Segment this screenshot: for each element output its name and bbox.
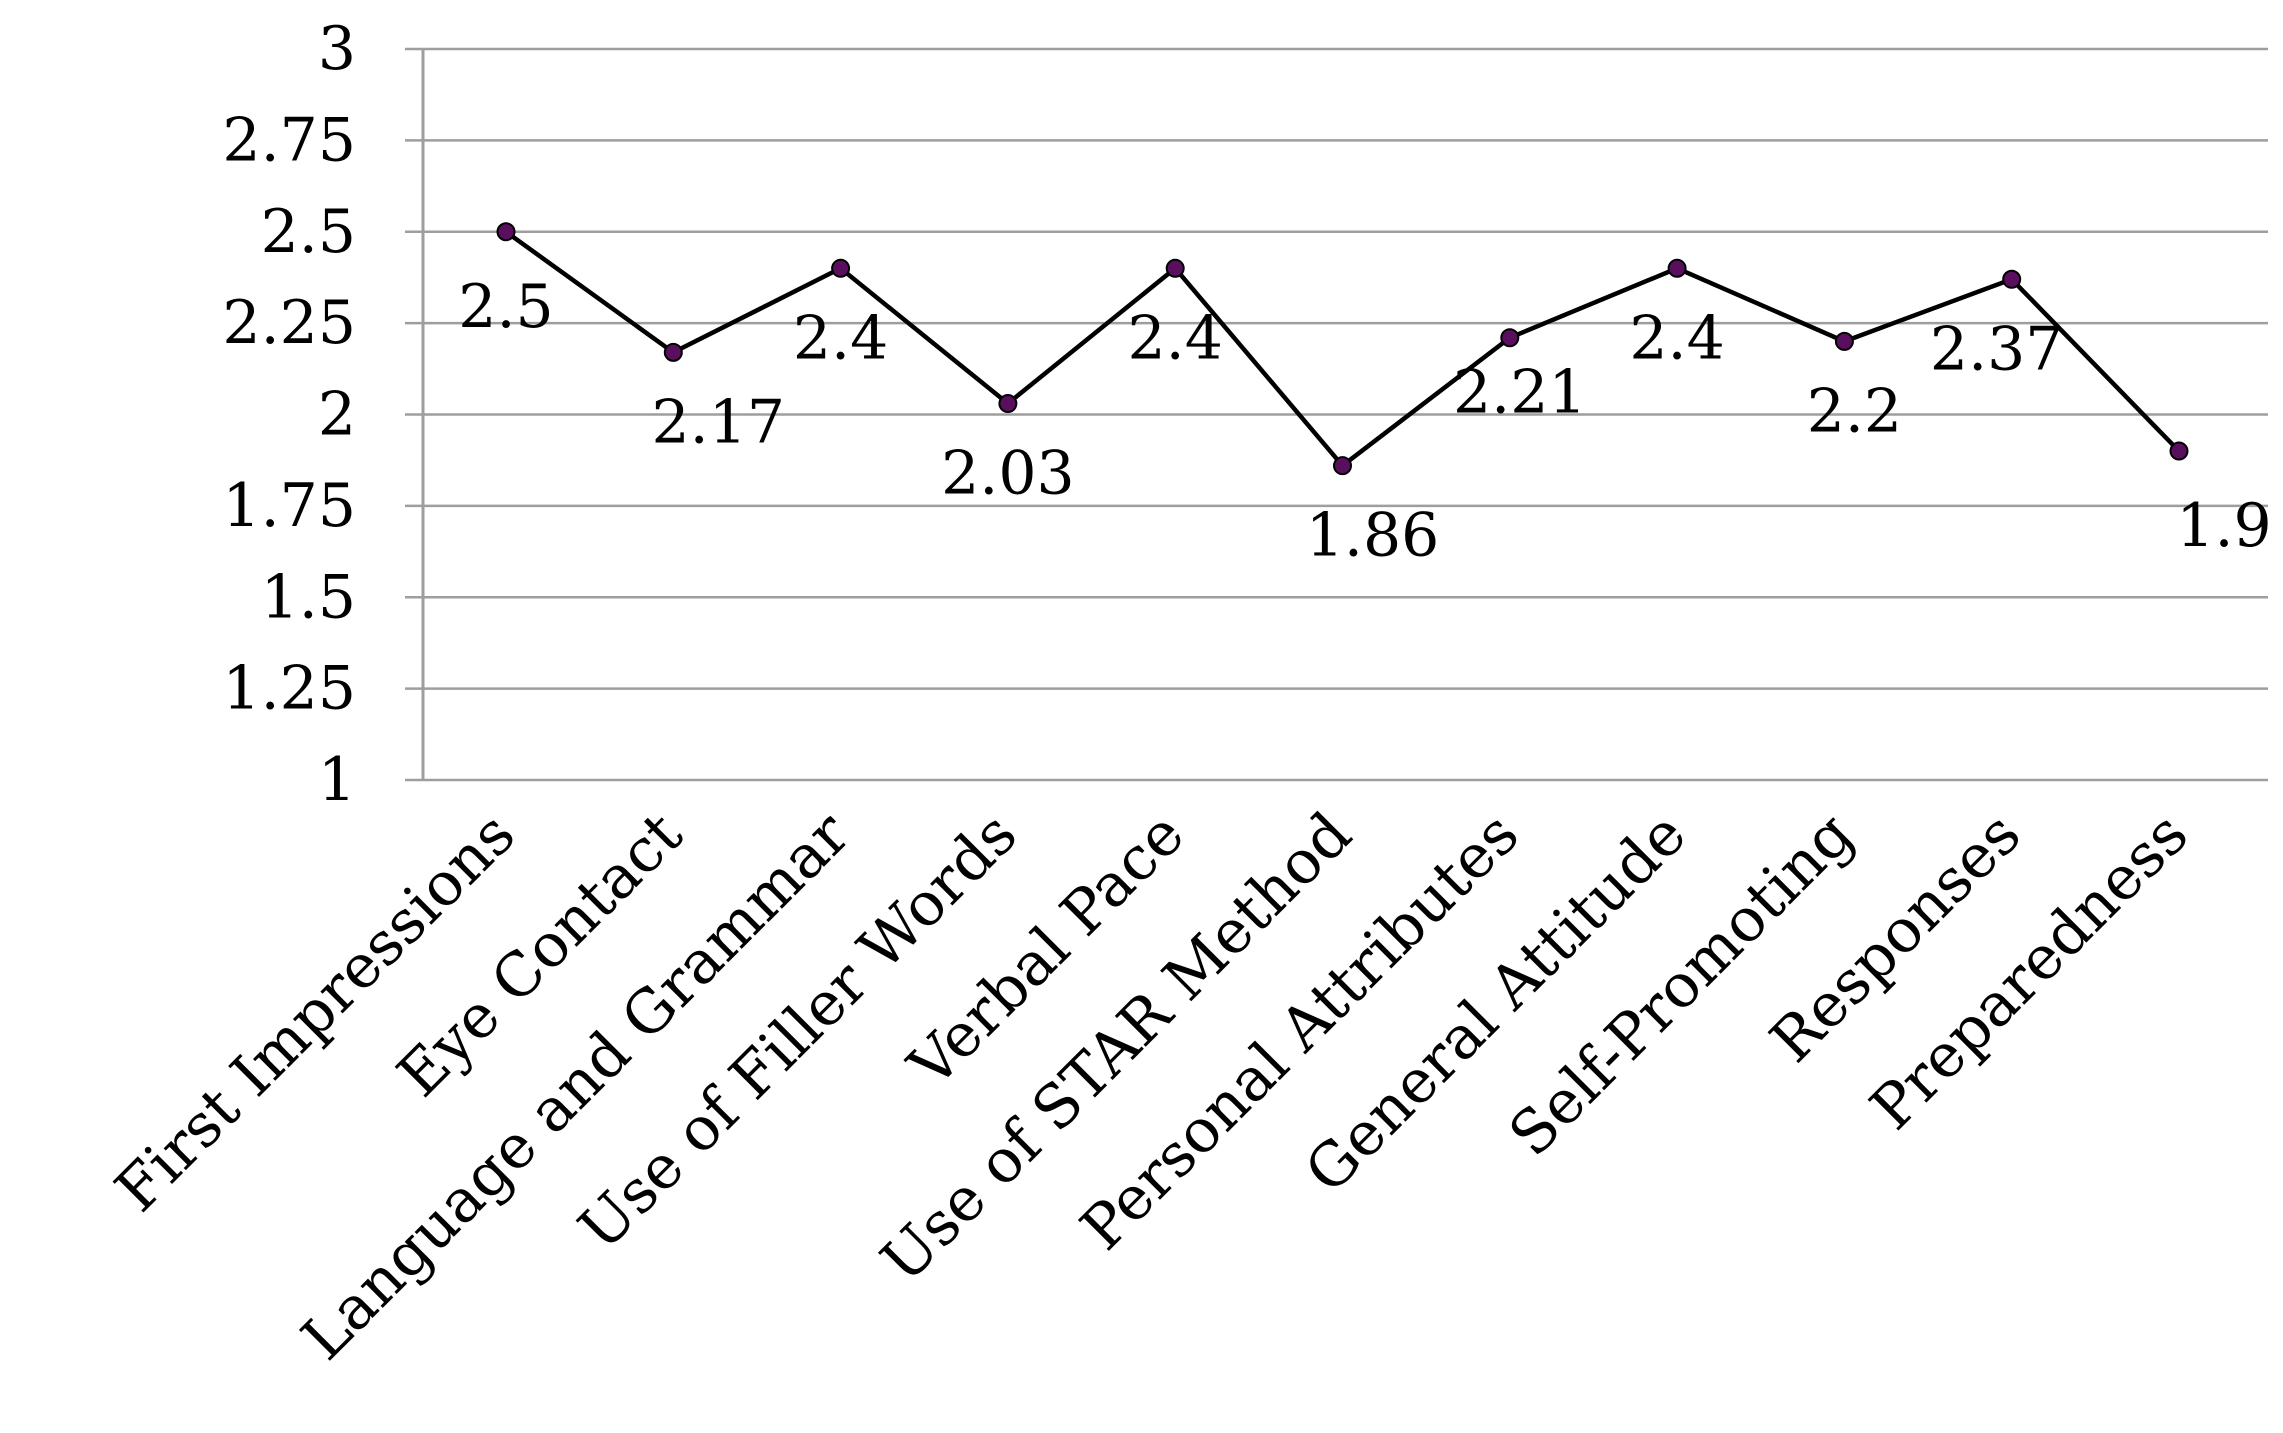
data-point xyxy=(1834,331,1854,351)
data-label: 2.2 xyxy=(1807,376,1902,446)
y-tick-label: 1.25 xyxy=(222,654,356,724)
gridlines xyxy=(405,47,2268,782)
data-label: 2.5 xyxy=(458,272,553,342)
data-label: 2.21 xyxy=(1453,358,1587,428)
data-label: 2.17 xyxy=(652,387,786,457)
series-markers xyxy=(496,222,2189,476)
y-tick-label: 1.5 xyxy=(261,562,356,632)
data-point xyxy=(998,394,1018,414)
y-tick-label: 3 xyxy=(318,14,356,84)
y-tick-label: 1.75 xyxy=(222,471,356,541)
data-point xyxy=(2002,269,2022,289)
y-tick-label: 1 xyxy=(318,745,356,815)
data-point xyxy=(663,342,683,362)
y-tick-label: 2.25 xyxy=(222,288,356,358)
y-tick-label: 2.5 xyxy=(261,197,356,267)
data-labels: 2.52.172.42.032.41.862.212.42.22.371.9 xyxy=(458,272,2271,571)
data-label: 2.37 xyxy=(1930,314,2064,384)
data-point xyxy=(1165,258,1185,278)
data-point xyxy=(2169,441,2189,461)
data-point xyxy=(496,222,516,242)
y-tick-label: 2 xyxy=(318,380,356,450)
data-point xyxy=(1500,328,1520,348)
y-tick-labels: 1 1.25 1.5 1.75 2 2.25 2.5 2.75 3 xyxy=(222,14,356,815)
data-point xyxy=(1667,258,1687,278)
data-point xyxy=(1333,456,1352,476)
data-point xyxy=(831,258,851,278)
data-label: 1.86 xyxy=(1306,501,1440,571)
data-label: 2.4 xyxy=(1127,303,1222,373)
data-label: 2.03 xyxy=(941,439,1075,509)
data-label: 2.4 xyxy=(793,303,888,373)
y-tick-label: 2.75 xyxy=(222,105,356,175)
data-label: 1.9 xyxy=(2176,491,2271,561)
data-label: 2.4 xyxy=(1629,303,1724,373)
